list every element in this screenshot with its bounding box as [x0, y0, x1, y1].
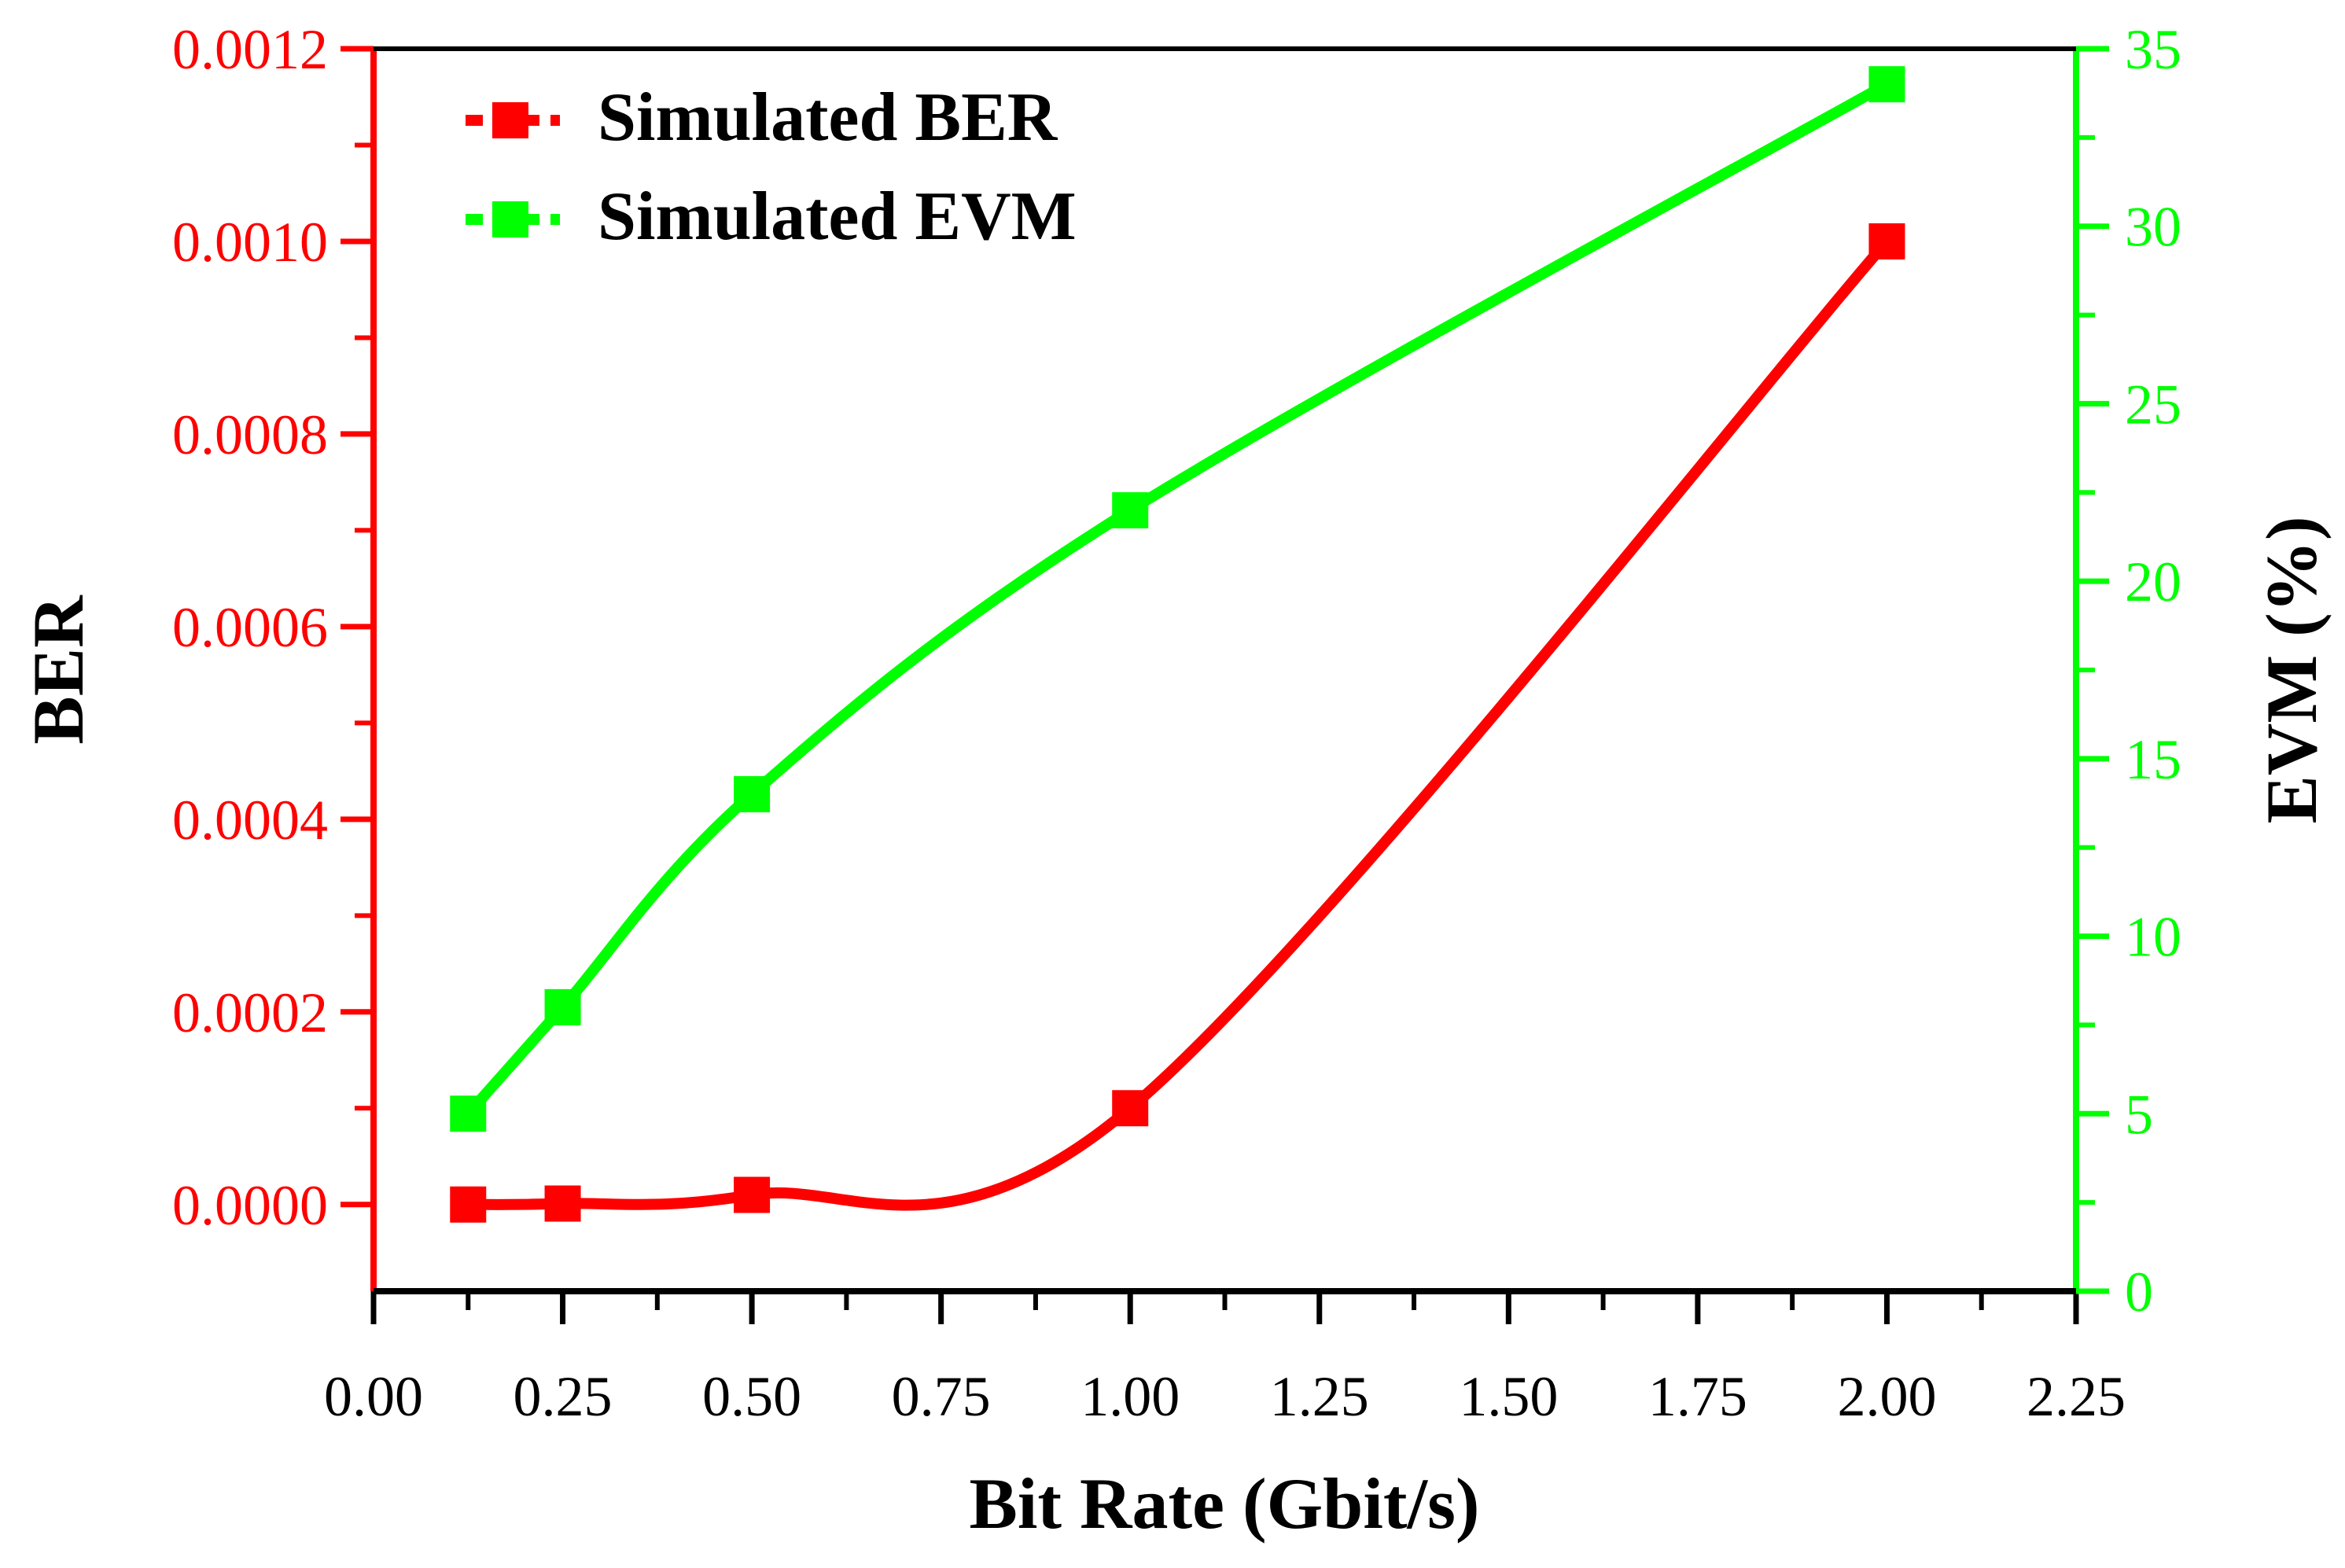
- y-tick-label: 0.0010: [172, 211, 328, 274]
- x-tick-label: 0.75: [892, 1365, 991, 1428]
- y-tick-label: 0.0012: [172, 18, 328, 81]
- x-axis-title: Bit Rate (Gbit/s): [969, 1463, 1479, 1544]
- legend-ber-marker: [492, 102, 528, 138]
- y-tick-label: 0.0000: [172, 1174, 328, 1237]
- data-point-ber: [544, 1185, 581, 1222]
- x-tick-label: 2.25: [2027, 1365, 2126, 1428]
- series-line-ber: [468, 237, 1891, 1211]
- series-layer: [450, 66, 1905, 1223]
- data-point-ber: [450, 1186, 487, 1223]
- data-point-ber: [1868, 223, 1905, 259]
- legend-item-evm: Simulated EVM: [466, 179, 1077, 255]
- legend-item-ber: Simulated BER: [466, 79, 1058, 156]
- x-tick-label: 0.25: [514, 1365, 613, 1428]
- data-point-ber: [1112, 1090, 1149, 1127]
- y2-tick-label: 0: [2125, 1261, 2153, 1323]
- x-tick-label: 0.00: [324, 1365, 423, 1428]
- data-point-evm: [734, 776, 771, 812]
- y-tick-label: 0.0006: [172, 596, 328, 659]
- x-ticks: 0.00 0.25 0.50 0.75 1.00 1.25 1.50 1.75 2.00 2.25: [324, 1291, 2126, 1428]
- data-point-evm: [1112, 491, 1149, 528]
- y2-tick-label: 10: [2125, 906, 2181, 969]
- data-point-evm: [1868, 66, 1905, 103]
- x-tick-label: 1.50: [1459, 1365, 1558, 1428]
- data-point-ber: [734, 1176, 771, 1213]
- y2-axis-title: EVM (%): [2251, 517, 2332, 824]
- x-tick-label: 1.00: [1080, 1365, 1180, 1428]
- data-point-evm: [544, 988, 581, 1025]
- plot-area: 0.00 0.25 0.50 0.75 1.00 1.25 1.50 1.75 2.00 2.25…: [172, 18, 2181, 1428]
- y2-tick-label: 20: [2125, 550, 2181, 613]
- data-point-evm: [450, 1095, 487, 1132]
- legend-evm-label: Simulated EVM: [598, 179, 1077, 255]
- y2-tick-label: 15: [2125, 728, 2181, 791]
- x-tick-label: 1.75: [1648, 1365, 1747, 1428]
- x-tick-label: 2.00: [1837, 1365, 1936, 1428]
- y2-ticks: 0 5 10 15 20 25 30 35: [2076, 18, 2181, 1323]
- y-tick-label: 0.0004: [172, 789, 328, 852]
- y-ticks: 0.0000 0.0002 0.0004 0.0006 0.0008 0.0010 0.00…: [172, 18, 374, 1237]
- y-tick-label: 0.0008: [172, 403, 328, 466]
- y-tick-label: 0.0002: [172, 981, 328, 1044]
- y2-tick-label: 5: [2125, 1083, 2153, 1146]
- x-tick-label: 0.50: [702, 1365, 801, 1428]
- legend-ber-label: Simulated BER: [598, 79, 1058, 156]
- x-tick-label: 1.25: [1270, 1365, 1369, 1428]
- y-axis-title: BER: [18, 594, 98, 745]
- y2-tick-label: 35: [2125, 18, 2181, 81]
- legend: Simulated BER Simulated EVM: [466, 79, 1077, 255]
- y2-tick-label: 25: [2125, 373, 2181, 436]
- legend-evm-marker: [492, 201, 528, 237]
- y2-tick-label: 30: [2125, 196, 2181, 259]
